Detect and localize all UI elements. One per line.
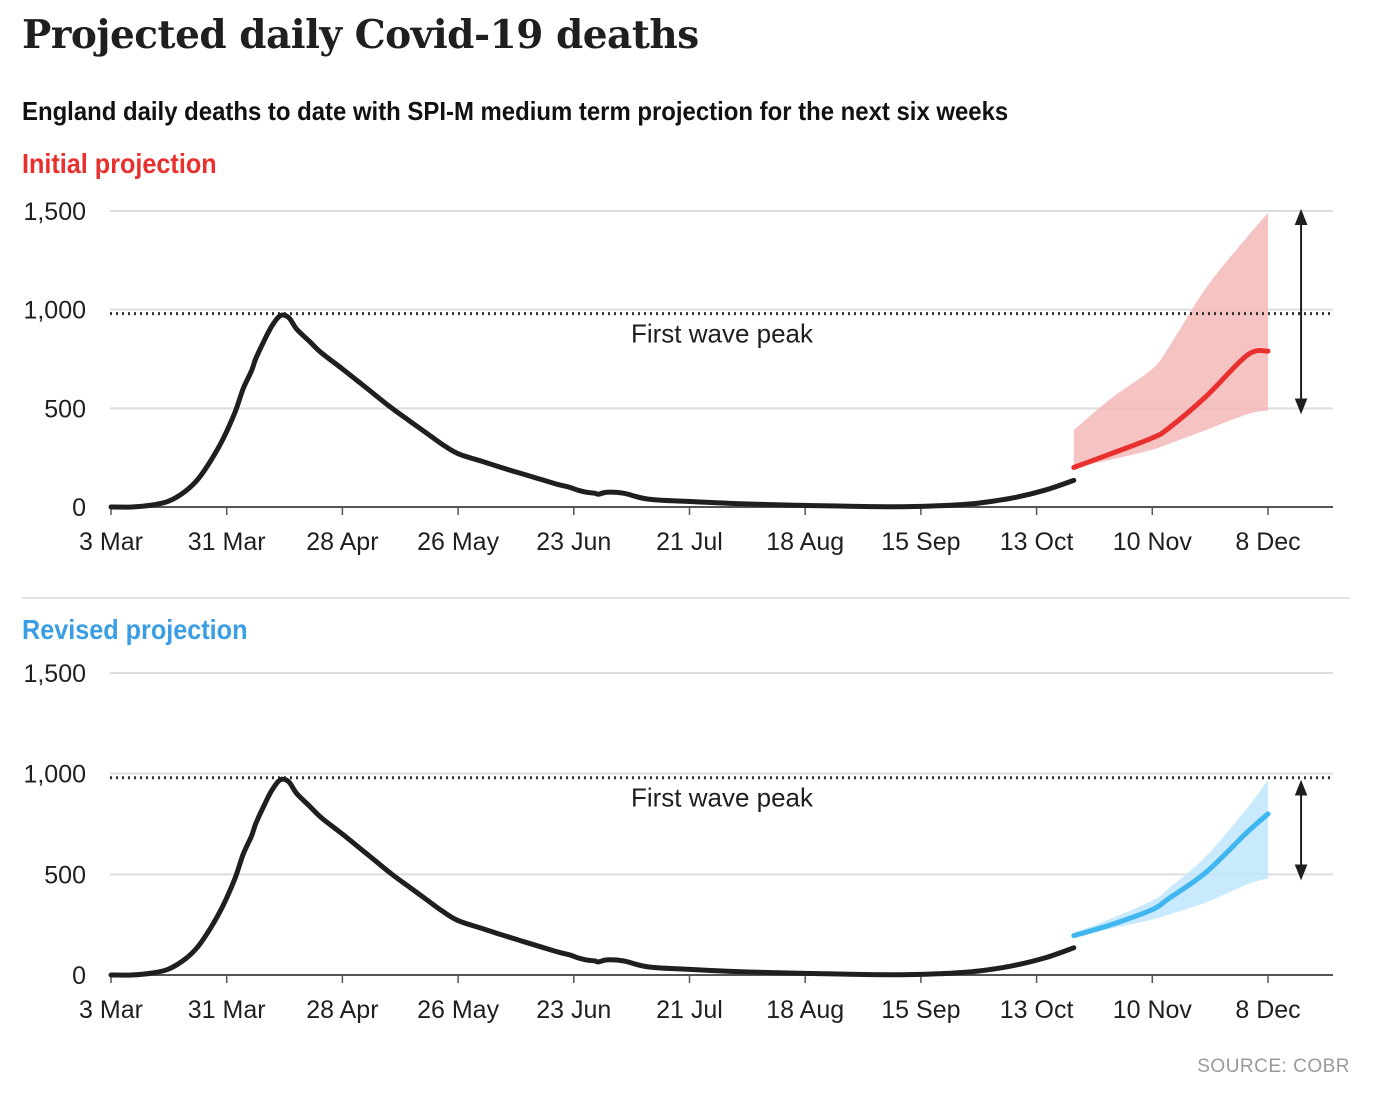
x-tick-label: 3 Mar <box>79 528 143 556</box>
y-tick-label: 0 <box>72 494 86 522</box>
x-tick-label: 18 Aug <box>766 996 844 1024</box>
x-tick-label: 31 Mar <box>188 996 266 1024</box>
x-tick-label: 13 Oct <box>1000 528 1074 556</box>
chart-subtitle: England daily deaths to date with SPI-M … <box>22 96 1009 126</box>
y-tick-label: 0 <box>72 962 86 990</box>
y-tick-label: 1,000 <box>23 297 86 325</box>
x-tick-label: 26 May <box>417 528 499 556</box>
x-tick-label: 15 Sep <box>881 996 960 1024</box>
x-tick-label: 26 May <box>417 996 499 1024</box>
projection-range-band <box>1073 213 1268 468</box>
first-wave-peak-label: First wave peak <box>631 783 814 813</box>
initial-projection-label: Initial projection <box>22 148 217 179</box>
revised-projection-chart: 0 500 1,000 1,500 First wave peak 3 Mar 31 Mar… <box>23 660 1333 1024</box>
x-tick-label: 23 Jun <box>536 528 611 556</box>
x-tick-label: 28 Apr <box>306 996 378 1024</box>
x-tick-label: 31 Mar <box>188 528 266 556</box>
source-credit: SOURCE: COBR <box>1197 1056 1350 1077</box>
x-tick-label: 18 Aug <box>766 528 844 556</box>
revised-projection-label: Revised projection <box>22 614 248 645</box>
x-tick-label: 15 Sep <box>881 528 960 556</box>
x-tick-label: 21 Jul <box>656 528 723 556</box>
y-tick-label: 500 <box>44 395 86 423</box>
x-tick-label: 3 Mar <box>79 996 143 1024</box>
chart-title: Projected daily Covid-19 deaths <box>22 12 699 58</box>
actual-deaths-line <box>108 776 1077 978</box>
projection-range-band <box>1073 779 1268 937</box>
projection-central-line <box>1071 348 1271 470</box>
projection-central-line <box>1071 811 1271 939</box>
x-tick-label: 8 Dec <box>1235 996 1300 1024</box>
x-tick-label: 10 Nov <box>1113 996 1193 1024</box>
x-tick-label: 23 Jun <box>536 996 611 1024</box>
x-tick-label: 21 Jul <box>656 996 723 1024</box>
panel-divider <box>22 597 1350 599</box>
y-tick-label: 500 <box>44 861 86 889</box>
y-tick-label: 1,500 <box>23 198 86 226</box>
actual-deaths-line <box>108 312 1077 510</box>
x-tick-label: 10 Nov <box>1113 528 1193 556</box>
first-wave-peak-label: First wave peak <box>631 319 814 349</box>
x-tick-label: 13 Oct <box>1000 996 1074 1024</box>
x-tick-label: 8 Dec <box>1235 528 1300 556</box>
y-tick-label: 1,000 <box>23 761 86 789</box>
y-tick-label: 1,500 <box>23 660 86 688</box>
initial-projection-chart: 0 500 1,000 1,500 First wave peak 3 Mar 31 Mar… <box>23 198 1333 556</box>
x-tick-label: 28 Apr <box>306 528 378 556</box>
